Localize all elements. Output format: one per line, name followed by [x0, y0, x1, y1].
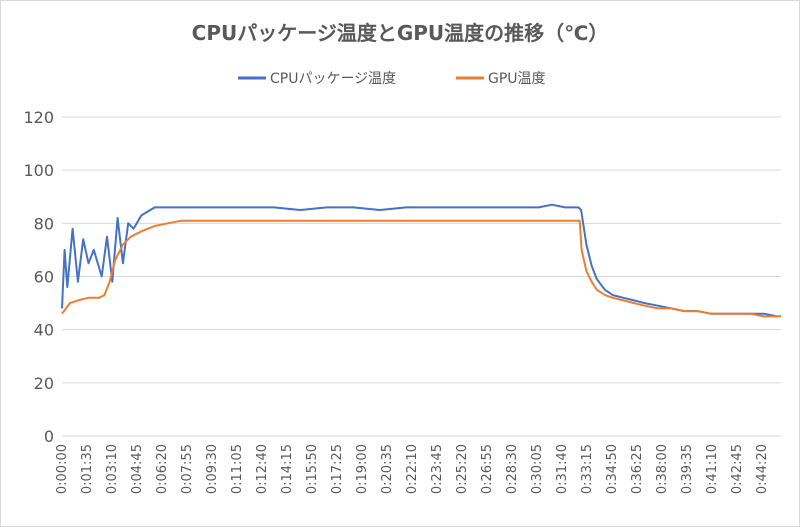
- y-tick-label: 120: [23, 108, 54, 127]
- x-tick-label: 0:12:40: [255, 444, 270, 494]
- x-tick-label: 0:41:10: [705, 444, 720, 494]
- x-tick-label: 0:39:35: [680, 444, 695, 494]
- x-tick-label: 0:00:00: [55, 444, 70, 494]
- legend-label-gpu: GPU温度: [488, 71, 546, 87]
- x-tick-label: 0:36:25: [630, 444, 645, 494]
- gridlines: [62, 116, 781, 437]
- y-axis-ticks: 0 20 40 60 80 100 120: [23, 108, 54, 446]
- x-tick-label: 0:01:35: [80, 444, 95, 494]
- legend-label-cpu: CPUパッケージ温度: [270, 71, 396, 87]
- x-tick-label: 0:14:15: [280, 444, 295, 494]
- x-tick-label: 0:34:50: [605, 444, 620, 494]
- x-tick-label: 0:26:55: [480, 444, 495, 494]
- y-tick-label: 60: [34, 268, 54, 287]
- x-tick-label: 0:23:45: [430, 444, 445, 494]
- x-tick-label: 0:31:40: [555, 444, 570, 494]
- series-layer: [61, 203, 781, 318]
- x-tick-label: 0:04:45: [130, 444, 145, 494]
- y-tick-label: 40: [34, 321, 54, 340]
- series-line-gpu: [61, 219, 781, 318]
- x-tick-label: 0:19:00: [355, 444, 370, 494]
- x-tick-label: 0:42:45: [730, 444, 745, 494]
- x-tick-label: 0:07:55: [180, 444, 195, 494]
- x-tick-label: 0:28:30: [505, 444, 520, 494]
- x-tick-label: 0:22:10: [405, 444, 420, 494]
- y-tick-label: 0: [44, 427, 54, 446]
- y-tick-label: 20: [34, 374, 54, 393]
- chart-title: CPUパッケージ温度とGPU温度の推移（℃）: [192, 21, 609, 45]
- x-tick-label: 0:30:05: [530, 444, 545, 494]
- y-tick-label: 100: [23, 161, 54, 180]
- x-tick-label: 0:38:00: [655, 444, 670, 494]
- x-tick-label: 0:20:35: [380, 444, 395, 494]
- x-tick-label: 0:17:25: [330, 444, 345, 494]
- x-axis-ticks: 0:00:00 0:01:35 0:03:10 0:04:45 0:06:20 0:07:…: [55, 444, 770, 494]
- legend: CPUパッケージ温度 GPU温度: [238, 71, 546, 87]
- x-tick-label: 0:11:05: [230, 444, 245, 494]
- x-tick-label: 0:09:30: [205, 444, 220, 494]
- x-tick-label: 0:06:20: [155, 444, 170, 494]
- y-tick-label: 80: [34, 214, 54, 233]
- x-tick-label: 0:25:20: [455, 444, 470, 494]
- x-tick-label: 0:15:50: [305, 444, 320, 494]
- x-tick-label: 0:44:20: [755, 444, 770, 494]
- x-tick-label: 0:33:15: [580, 444, 595, 494]
- x-tick-label: 0:03:10: [105, 444, 120, 494]
